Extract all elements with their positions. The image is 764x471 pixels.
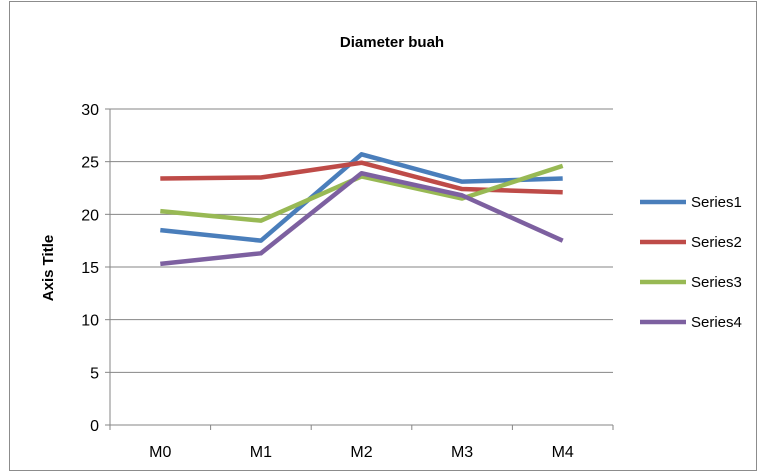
y-tick-label: 0 (90, 418, 99, 435)
x-tick-label: M2 (350, 444, 372, 461)
legend-item-series3: Series3 (640, 274, 742, 291)
legend-label: Series4 (691, 314, 742, 331)
legend-label: Series3 (691, 274, 742, 291)
x-tick-label: M1 (250, 444, 272, 461)
series-lines (160, 154, 562, 264)
legend-label: Series2 (691, 234, 742, 251)
x-tick-label: M4 (552, 444, 574, 461)
x-tick-labels: M0 M1 M2 M3 M4 (149, 444, 574, 461)
y-tick-label: 20 (81, 207, 99, 224)
y-tick-label: 10 (81, 313, 99, 330)
y-axis-title: Axis Title (40, 235, 57, 301)
y-tick-label: 30 (81, 102, 99, 119)
y-tick-label: 5 (90, 365, 99, 382)
legend: Series1 Series2 Series3 Series4 (640, 194, 742, 331)
x-tick-label: M0 (149, 444, 171, 461)
chart-title: Diameter buah (340, 34, 444, 51)
x-tick-label: M3 (451, 444, 473, 461)
y-tick-label: 15 (81, 260, 99, 277)
gridlines (110, 109, 613, 372)
y-tick-label: 25 (81, 155, 99, 172)
y-tick-labels: 0 5 10 15 20 25 30 (81, 102, 99, 435)
legend-label: Series1 (691, 194, 742, 211)
legend-item-series2: Series2 (640, 234, 742, 251)
legend-item-series1: Series1 (640, 194, 742, 211)
legend-item-series4: Series4 (640, 314, 742, 331)
series-line-series1 (160, 154, 562, 240)
